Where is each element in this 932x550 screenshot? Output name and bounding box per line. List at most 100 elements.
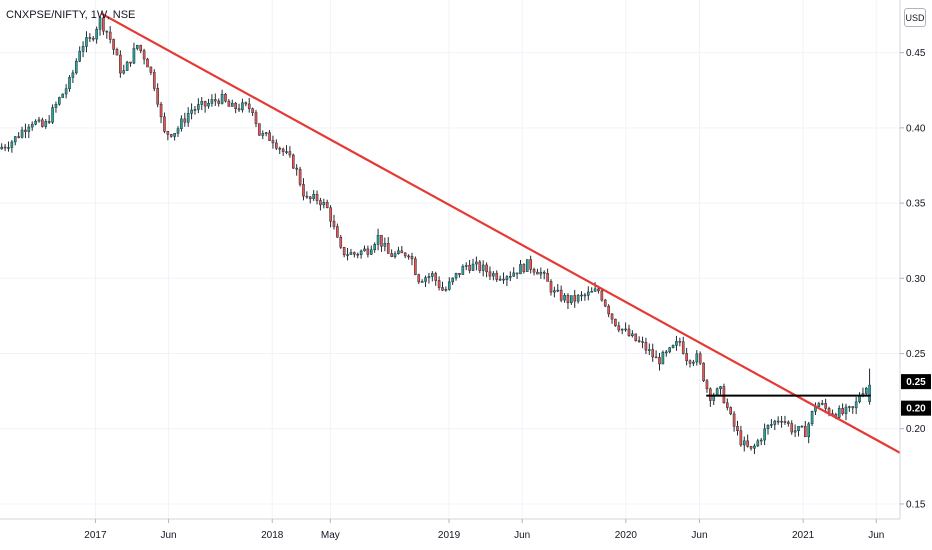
candle-down xyxy=(271,140,275,144)
candle-up xyxy=(359,250,363,255)
candle-up xyxy=(539,272,543,275)
candle-down xyxy=(254,112,258,124)
price-tick-label: 0.15 xyxy=(906,499,926,510)
candle-down xyxy=(610,313,614,320)
price-axis[interactable]: 0.45 0.40 0.35 0.30 0.25 0.20 0.15 xyxy=(900,48,926,510)
currency-badge[interactable]: USD xyxy=(904,8,926,27)
candle-down xyxy=(485,264,488,273)
candle-down xyxy=(88,37,92,39)
candle-up xyxy=(648,349,651,351)
candle-down xyxy=(678,341,682,343)
price-tick-label: 0.20 xyxy=(906,424,926,435)
candle-up xyxy=(580,294,583,297)
candle-down xyxy=(407,255,410,258)
time-tick-label: 2020 xyxy=(615,530,638,541)
candle-down xyxy=(546,273,549,282)
candle-down xyxy=(746,440,749,447)
candle-down xyxy=(305,195,309,198)
candle-down xyxy=(258,123,261,136)
candle-down xyxy=(495,273,499,280)
candle-up xyxy=(220,93,224,104)
candle-down xyxy=(641,341,644,343)
time-tick-label: 2019 xyxy=(438,530,461,541)
candle-up xyxy=(631,333,634,337)
candle-up xyxy=(176,128,180,134)
candle-down xyxy=(203,101,207,107)
candle-down xyxy=(47,121,51,123)
candle-down xyxy=(339,236,343,248)
candle-down xyxy=(739,430,743,446)
candlestick-series xyxy=(0,15,871,455)
candle-up xyxy=(570,295,573,304)
candle-down xyxy=(159,103,163,118)
candle-up xyxy=(444,289,448,291)
candle-up xyxy=(471,263,475,271)
candle-down xyxy=(308,196,312,199)
candle-down xyxy=(169,134,173,137)
candle-up xyxy=(173,133,176,137)
candle-up xyxy=(34,120,37,125)
candle-up xyxy=(854,401,858,409)
candle-up xyxy=(505,276,509,280)
candle-up xyxy=(20,129,24,138)
candle-down xyxy=(644,342,648,351)
candle-up xyxy=(759,439,763,442)
candle-down xyxy=(275,142,278,149)
candle-up xyxy=(98,17,102,30)
candle-up xyxy=(193,109,197,111)
price-tick-label: 0.40 xyxy=(906,123,926,134)
candle-down xyxy=(705,380,709,390)
candle-down xyxy=(115,49,119,56)
candle-down xyxy=(17,136,20,138)
candle-down xyxy=(702,362,705,382)
candle-up xyxy=(509,276,512,278)
candle-down xyxy=(851,406,855,409)
candle-down xyxy=(804,426,807,438)
price-tick-label: 0.30 xyxy=(906,274,926,285)
candle-up xyxy=(756,440,760,447)
candle-down xyxy=(142,50,146,60)
symbol-title: CNXPSE/NIFTY, 1W, NSE xyxy=(6,9,136,21)
candle-down xyxy=(237,108,241,111)
candle-down xyxy=(434,273,438,281)
candle-down xyxy=(637,340,641,342)
candle-down xyxy=(658,357,661,365)
candle-up xyxy=(868,384,871,402)
candle-up xyxy=(675,341,678,346)
candle-up xyxy=(180,118,183,129)
candle-up xyxy=(770,424,773,426)
candle-down xyxy=(342,247,346,256)
candle-down xyxy=(403,252,407,257)
candle-down xyxy=(356,253,360,256)
candle-up xyxy=(563,295,566,301)
candle-up xyxy=(692,361,695,364)
candle-down xyxy=(247,103,251,109)
candle-down xyxy=(91,37,95,40)
candle-down xyxy=(400,250,404,254)
time-axis[interactable]: 2017 Jun 2018 May 2019 Jun 2020 Jun 2021 Jun xyxy=(84,519,884,541)
candle-down xyxy=(105,30,109,33)
candle-up xyxy=(30,123,34,128)
candle-up xyxy=(773,420,777,425)
candle-down xyxy=(139,44,143,52)
candle-down xyxy=(414,258,417,275)
candle-down xyxy=(386,243,390,254)
candle-down xyxy=(559,289,563,301)
downtrend-line[interactable] xyxy=(100,12,901,454)
candle-up xyxy=(10,141,14,148)
candle-up xyxy=(285,151,288,153)
candle-down xyxy=(281,148,285,152)
time-tick-label: Jun xyxy=(868,530,884,541)
candle-down xyxy=(183,118,187,123)
candle-down xyxy=(291,154,295,169)
candle-down xyxy=(234,102,237,109)
candle-up xyxy=(122,70,126,74)
candle-down xyxy=(390,253,393,257)
candle-down xyxy=(726,402,729,408)
candle-down xyxy=(129,61,132,64)
candle-down xyxy=(634,333,638,341)
candle-up xyxy=(620,328,624,331)
candle-up xyxy=(81,46,85,52)
candle-down xyxy=(681,341,685,354)
